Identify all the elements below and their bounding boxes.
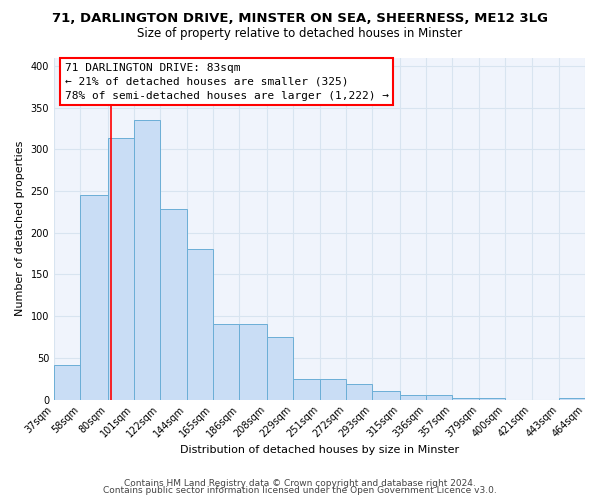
Bar (293, 378, 320, 400)
Bar (426, 396, 452, 400)
Bar (266, 337, 293, 400)
Bar (134, 120, 160, 400)
Bar (80, 195, 107, 400)
Bar (452, 398, 479, 400)
Text: 71 DARLINGTON DRIVE: 83sqm
← 21% of detached houses are smaller (325)
78% of sem: 71 DARLINGTON DRIVE: 83sqm ← 21% of deta… (65, 62, 389, 100)
Bar (54, 364, 80, 400)
Text: Contains public sector information licensed under the Open Government Licence v3: Contains public sector information licen… (103, 486, 497, 495)
Bar (320, 378, 346, 400)
Bar (346, 384, 373, 400)
Text: 71, DARLINGTON DRIVE, MINSTER ON SEA, SHEERNESS, ME12 3LG: 71, DARLINGTON DRIVE, MINSTER ON SEA, SH… (52, 12, 548, 26)
Bar (107, 138, 134, 400)
Bar (559, 398, 585, 400)
Bar (239, 324, 266, 400)
Bar (400, 396, 426, 400)
Y-axis label: Number of detached properties: Number of detached properties (15, 141, 25, 316)
Text: Contains HM Land Registry data © Crown copyright and database right 2024.: Contains HM Land Registry data © Crown c… (124, 478, 476, 488)
X-axis label: Distribution of detached houses by size in Minster: Distribution of detached houses by size … (180, 445, 459, 455)
Bar (373, 391, 400, 400)
Bar (160, 210, 187, 400)
Text: Size of property relative to detached houses in Minster: Size of property relative to detached ho… (137, 28, 463, 40)
Bar (213, 324, 239, 400)
Bar (187, 250, 213, 400)
Bar (479, 398, 505, 400)
